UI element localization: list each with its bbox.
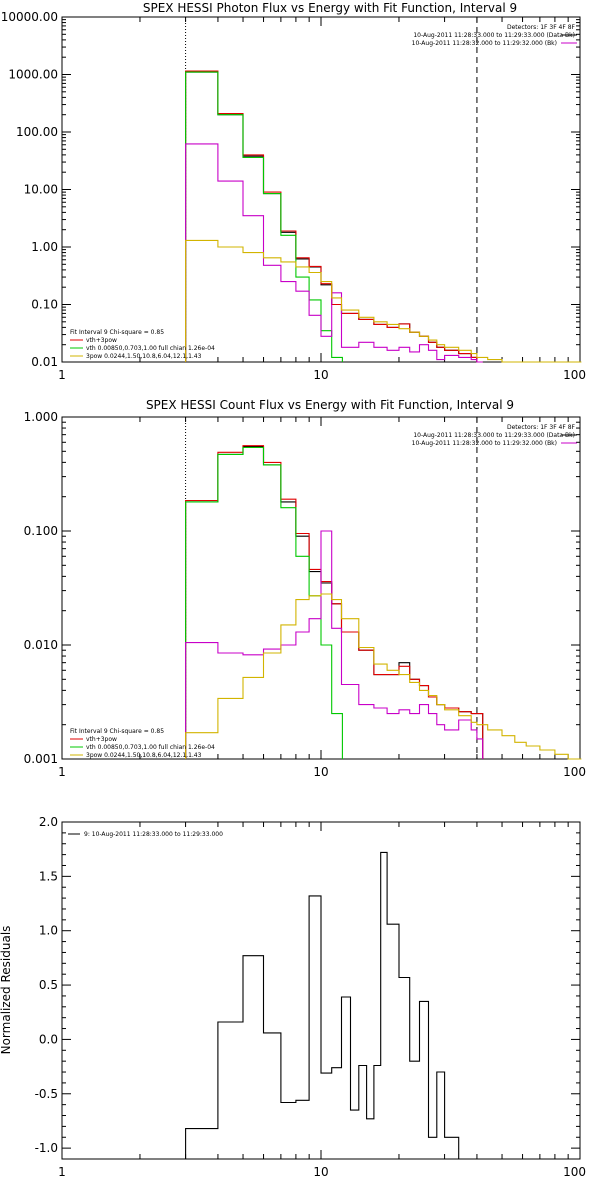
y-tick-label: 2.0: [39, 815, 58, 829]
photon-legend-vth: vth 0.00850,0.703,1.00 full chian 1.26e-…: [86, 345, 215, 352]
y-tick-label: 10.00: [24, 183, 58, 197]
count-legend-3pow: 3pow 0.0244,1.50,10.8,6.04,12.1,1.43: [86, 752, 202, 759]
series-black-line: [185, 446, 484, 759]
y-tick-label: -1.0: [35, 1141, 58, 1155]
series-yellow-line: [185, 239, 582, 363]
series-green-line: [185, 71, 343, 362]
y-tick-label: 1000.00: [8, 68, 58, 82]
x-tick-label: 10: [313, 368, 328, 382]
y-tick-label: 0.01: [31, 355, 58, 369]
y-tick-label: 1.00: [31, 240, 58, 254]
photon-flux-panel: SPEX HESSI Photon Flux vs Energy with Fi…: [1, 1, 586, 382]
count-legend-model: vth+3pow: [86, 736, 117, 743]
series-yellow-line: [185, 593, 582, 760]
count-flux-title: SPEX HESSI Count Flux vs Energy with Fit…: [146, 398, 514, 412]
count-legend-bk: 10-Aug-2011 11:28:32.000 to 11:29:32.000…: [412, 440, 557, 447]
series-magenta-line: [185, 530, 484, 759]
photon-flux-title: SPEX HESSI Photon Flux vs Energy with Fi…: [143, 1, 517, 15]
photon-legend-fit-interval: Fit Interval 9 Chi-square = 0.85: [70, 329, 164, 336]
residuals-series: [185, 851, 483, 1160]
x-tick-label: 100: [563, 368, 586, 382]
series-red-line: [185, 445, 484, 759]
count-legend-fit-interval: Fit Interval 9 Chi-square = 0.85: [70, 728, 164, 735]
series-black-line: [185, 71, 483, 363]
y-tick-label: 0.10: [31, 298, 58, 312]
x-tick-label: 10: [313, 1165, 328, 1179]
y-tick-label: 10000.00: [1, 10, 58, 24]
x-tick-label: 1: [58, 368, 66, 382]
count-legend-data-bk: 10-Aug-2011 11:28:33.000 to 11:29:33.000…: [413, 432, 575, 439]
y-tick-label: 0.100: [24, 524, 58, 538]
count-legend-detectors: Detectors: 1F 3F 4F 8F: [507, 424, 576, 431]
y-tick-label: 0.5: [39, 978, 58, 992]
photon-legend-detectors: Detectors: 1F 3F 4F 8F: [507, 24, 576, 31]
y-tick-label: 0.001: [24, 752, 58, 766]
count-flux-ticks: 1 10 100 0.001 0.010 0.100 1.000: [24, 410, 586, 779]
photon-legend-3pow: 3pow 0.0244,1.50,10.8,6.04,12.1,1.43: [86, 353, 202, 360]
photon-flux-series: [185, 70, 582, 363]
count-flux-panel: SPEX HESSI Count Flux vs Energy with Fit…: [24, 398, 586, 779]
y-tick-label: 1.000: [24, 410, 58, 424]
y-tick-label: 0.010: [24, 638, 58, 652]
x-tick-label: 1: [58, 765, 66, 779]
y-tick-label: 100.00: [16, 125, 58, 139]
photon-legend-data-bk: 10-Aug-2011 11:28:33.000 to 11:29:33.000…: [413, 32, 575, 39]
photon-flux-ticks: 1 10 100 0.01 0.10 1.00 10.00 100.00 1000.00 1000…: [1, 10, 586, 382]
residuals-ylabel: Normalized Residuals: [0, 926, 13, 1055]
series-black-line: [185, 851, 483, 1160]
photon-legend-model: vth+3pow: [86, 337, 117, 344]
count-flux-series: [185, 445, 582, 760]
y-tick-label: -0.5: [35, 1087, 58, 1101]
count-legend-vth: vth 0.00850,0.703,1.00 full chian 1.26e-…: [86, 744, 215, 751]
x-tick-label: 100: [563, 1165, 586, 1179]
residuals-legend: 9: 10-Aug-2011 11:28:33.000 to 11:29:33.…: [84, 831, 223, 838]
x-tick-label: 10: [313, 765, 328, 779]
residuals-ticks: 1 10 100 -1.0 -0.5 0.0 0.5 1.0 1.5 2.0: [35, 815, 586, 1179]
residuals-panel: 1 10 100 -1.0 -0.5 0.0 0.5 1.0 1.5 2.0 Normalized…: [0, 815, 586, 1179]
x-tick-label: 1: [58, 1165, 66, 1179]
y-tick-label: 0.0: [39, 1032, 58, 1046]
series-magenta-line: [185, 143, 483, 363]
x-tick-label: 100: [563, 765, 586, 779]
y-tick-label: 1.5: [39, 869, 58, 883]
photon-legend-bk: 10-Aug-2011 11:28:32.000 to 11:29:32.000…: [412, 40, 557, 47]
series-green-line: [185, 446, 343, 759]
y-tick-label: 1.0: [39, 924, 58, 938]
